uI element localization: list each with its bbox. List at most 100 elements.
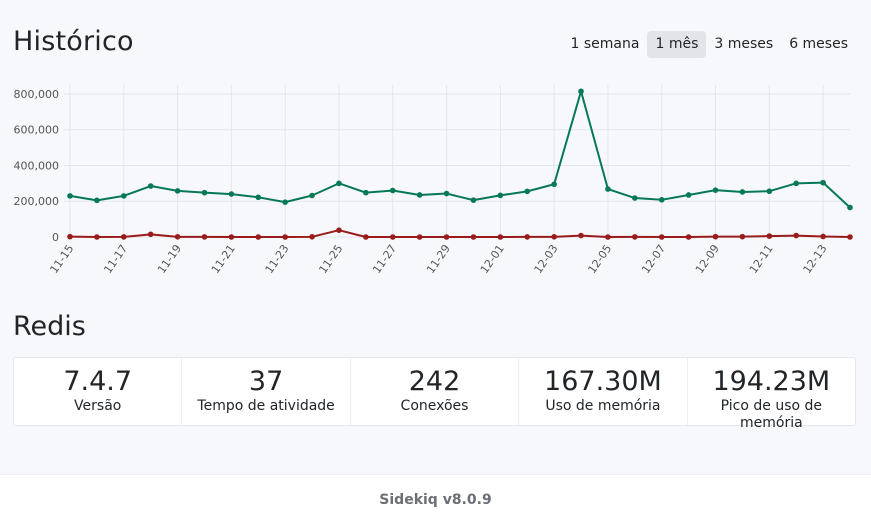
- x-tick-label: 11-25: [316, 242, 345, 276]
- data-point: [443, 234, 450, 240]
- data-point: [820, 233, 826, 240]
- x-tick-label: 11-15: [47, 242, 76, 276]
- data-point: [470, 197, 477, 203]
- data-point: [147, 183, 154, 189]
- data-point: [443, 190, 450, 197]
- data-point: [309, 234, 315, 240]
- x-tick-label: 11-23: [263, 242, 292, 276]
- series-line-1: [69, 229, 851, 238]
- data-point: [309, 192, 315, 199]
- data-point: [282, 234, 288, 240]
- range-tab-1-week[interactable]: 1 semana: [570, 36, 640, 52]
- redis-stats: 7.4.7 Versão 37 Tempo de atividade 242 C…: [13, 357, 856, 431]
- y-tick-label: 600,000: [14, 124, 60, 137]
- stat-label: Pico de uso de memória: [720, 398, 823, 431]
- data-point: [847, 234, 853, 240]
- data-point: [497, 192, 504, 199]
- page-title: Histórico: [13, 26, 134, 57]
- y-tick-label: 400,000: [14, 159, 60, 172]
- stat-uptime: 37 Tempo de atividade: [182, 358, 351, 425]
- data-point: [416, 192, 423, 198]
- data-point: [685, 234, 692, 240]
- x-tick-label: 12-09: [693, 242, 722, 276]
- data-point: [685, 192, 692, 198]
- data-point: [658, 197, 665, 203]
- x-tick-label: 11-29: [424, 242, 453, 276]
- data-point: [416, 234, 423, 240]
- stat-label: Versão: [74, 398, 122, 414]
- data-point: [605, 234, 611, 240]
- data-point: [336, 180, 342, 187]
- stat-value: 167.30M: [544, 366, 662, 397]
- data-point: [282, 199, 288, 205]
- x-tick-label: 12-11: [747, 242, 776, 276]
- data-point: [605, 186, 611, 192]
- stat-peak-memory: 194.23M Pico de uso de memória: [688, 358, 855, 431]
- data-point: [470, 234, 477, 240]
- range-tab-3-months[interactable]: 3 meses: [714, 36, 774, 52]
- y-tick-label: 800,000: [14, 88, 60, 101]
- data-point: [766, 188, 773, 195]
- data-point: [497, 234, 504, 240]
- stat-value: 194.23M: [712, 366, 831, 397]
- data-point: [712, 233, 719, 240]
- data-point: [201, 189, 208, 196]
- stat-value: 37: [248, 366, 284, 397]
- data-point: [363, 234, 369, 240]
- data-point: [255, 234, 262, 240]
- x-tick-label: 12-13: [801, 242, 830, 276]
- data-point: [712, 187, 719, 193]
- data-point: [524, 188, 531, 195]
- data-point: [201, 234, 208, 240]
- data-point: [255, 194, 262, 201]
- data-point: [120, 193, 127, 199]
- data-point: [739, 233, 746, 240]
- data-point: [739, 189, 746, 195]
- stat-label: Conexões: [400, 398, 469, 414]
- y-tick-label: 0: [52, 231, 59, 244]
- data-point: [578, 88, 584, 95]
- data-point: [67, 193, 73, 199]
- x-tick-label: 11-27: [370, 242, 399, 276]
- x-tick-label: 12-05: [585, 242, 614, 276]
- data-point: [336, 227, 342, 234]
- data-point: [94, 234, 100, 240]
- data-point: [632, 195, 638, 201]
- x-tick-label: 12-03: [532, 242, 561, 276]
- data-point: [389, 234, 396, 240]
- data-point: [174, 188, 181, 194]
- stat-version: 7.4.7 Versão: [14, 358, 183, 425]
- redis-section-title: Redis: [13, 311, 86, 342]
- footer: Sidekiq v8.0.9: [0, 474, 871, 522]
- range-tab-6-months[interactable]: 6 meses: [789, 36, 848, 52]
- stat-value: 7.4.7: [63, 366, 133, 397]
- x-tick-label: 12-07: [639, 242, 668, 276]
- range-tabs: 1 semana 1 mês 3 meses 6 meses: [563, 31, 856, 58]
- range-tab-1-month[interactable]: 1 mês: [647, 31, 707, 58]
- history-chart: 0 200,000 400,000 600,000 800,000 11-15 11-17 1…: [14, 85, 853, 276]
- data-point: [632, 234, 638, 240]
- stat-connections: 242 Conexões: [351, 358, 520, 425]
- series-line-0: [69, 90, 851, 209]
- data-point: [174, 234, 181, 240]
- data-point: [793, 232, 800, 239]
- stat-label: Uso de memória: [545, 398, 661, 414]
- data-point: [67, 233, 73, 240]
- data-point: [847, 204, 853, 211]
- stat-label: Tempo de atividade: [197, 398, 335, 414]
- data-point: [820, 179, 826, 186]
- data-point: [658, 234, 665, 240]
- x-tick-label: 11-17: [101, 242, 130, 276]
- stat-memory-usage: 167.30M Uso de memória: [519, 358, 688, 425]
- stat-value: 242: [408, 366, 461, 397]
- data-point: [551, 234, 557, 240]
- x-tick-label: 11-21: [209, 242, 238, 276]
- data-point: [524, 234, 531, 240]
- footer-version: Sidekiq v8.0.9: [379, 492, 492, 508]
- data-point: [94, 197, 100, 204]
- data-point: [363, 189, 369, 196]
- y-tick-label: 200,000: [14, 195, 60, 208]
- data-point: [766, 233, 773, 239]
- x-tick-label: 11-19: [155, 242, 184, 276]
- data-point: [228, 234, 235, 240]
